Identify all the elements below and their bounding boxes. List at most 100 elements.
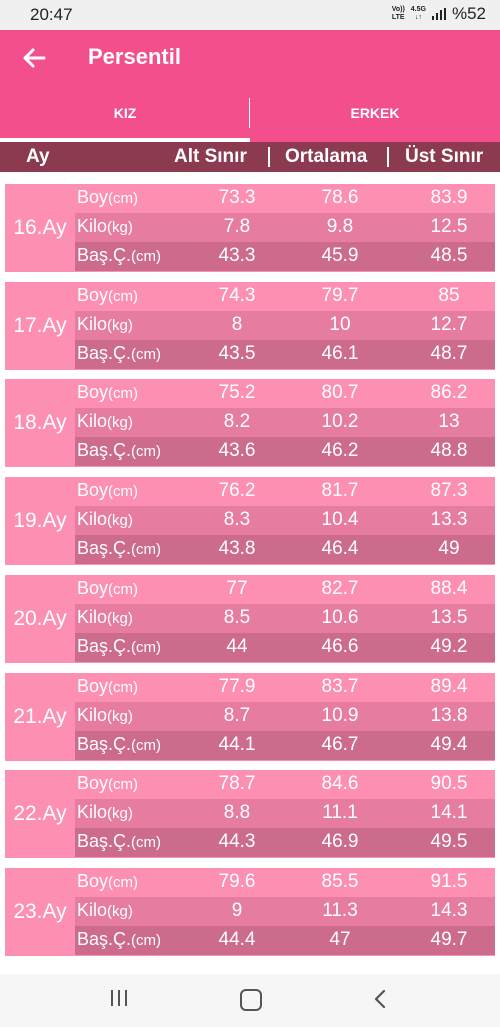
boy-unit: (cm) [108, 483, 139, 500]
ust-sinir-value: 14.3 [430, 900, 468, 921]
tab-kiz[interactable]: KIZ [113, 105, 137, 121]
ust-sinir-value: 48.5 [430, 245, 468, 266]
alt-sinir-value: 8.7 [223, 705, 251, 726]
bas-unit: (cm) [131, 443, 162, 460]
alt-sinir-value: 8.5 [223, 607, 251, 628]
gender-tabs: KIZ ERKEK [0, 84, 500, 142]
bas-row: Baş.Ç.(cm) 43.3 45.9 48.5 [75, 242, 495, 271]
tab-erkek[interactable]: ERKEK [350, 105, 400, 121]
battery-level: %52 [451, 4, 486, 23]
boy-unit: (cm) [108, 385, 139, 402]
bas-row: Baş.Ç.(cm) 44.1 46.7 49.4 [75, 731, 495, 760]
bas-label: Baş.Ç.(cm) [77, 636, 162, 656]
kilo-unit: (kg) [107, 414, 133, 431]
month-label: 23.Ay [13, 900, 67, 923]
boy-unit: (cm) [108, 288, 139, 305]
col-ust-sinir: Üst Sınır [405, 146, 484, 167]
bas-unit: (cm) [131, 932, 162, 949]
kilo-row: Kilo(kg) 9 11.3 14.3 [75, 897, 495, 926]
kilo-label: Kilo(kg) [77, 900, 133, 920]
page-title: Persentil [88, 44, 181, 69]
bas-unit: (cm) [131, 737, 162, 754]
bas-row: Baş.Ç.(cm) 43.5 46.1 48.7 [75, 340, 495, 369]
ust-sinir-value: 49 [438, 538, 460, 559]
ust-sinir-value: 89.4 [430, 676, 468, 697]
month-block: 19.Ay Boy(cm) 76.2 81.7 87.3 Kilo(kg) 8.3 10.4 1… [5, 477, 495, 565]
recent-apps-icon[interactable] [111, 990, 127, 1006]
kilo-row: Kilo(kg) 8.7 10.9 13.8 [75, 702, 495, 731]
alt-sinir-value: 8.8 [223, 802, 251, 823]
percentile-list[interactable]: 16.Ay Boy(cm) 73.3 78.6 83.9 Kilo(kg) 7.8 9.8 12… [0, 184, 500, 974]
navigation-bar [0, 974, 500, 1027]
arrow-left-icon[interactable] [18, 42, 50, 74]
kilo-label: Kilo(kg) [77, 314, 133, 334]
kilo-label: Kilo(kg) [77, 411, 133, 431]
boy-row: Boy(cm) 77 82.7 88.4 [75, 575, 495, 604]
ust-sinir-value: 49.5 [430, 831, 468, 852]
kilo-row: Kilo(kg) 8.2 10.2 13 [75, 408, 495, 437]
boy-label: Boy(cm) [77, 578, 139, 598]
alt-sinir-value: 74.3 [218, 285, 256, 306]
ortalama-value: 47 [329, 929, 351, 950]
bas-label: Baş.Ç.(cm) [77, 734, 162, 754]
ust-sinir-value: 88.4 [430, 578, 468, 599]
ortalama-value: 11.3 [322, 900, 358, 921]
bas-unit: (cm) [131, 541, 162, 558]
bas-label: Baş.Ç.(cm) [77, 831, 162, 851]
month-label: 17.Ay [13, 314, 67, 337]
alt-sinir-value: 78.7 [218, 773, 256, 794]
ust-sinir-value: 49.2 [430, 636, 468, 657]
ortalama-value: 79.7 [321, 285, 359, 306]
ust-sinir-value: 91.5 [430, 871, 468, 892]
bas-unit: (cm) [131, 346, 162, 363]
month-label: 19.Ay [13, 509, 67, 532]
ortalama-value: 10.6 [321, 607, 359, 628]
col-ay: Ay [26, 146, 50, 167]
boy-unit: (cm) [108, 874, 139, 891]
ortalama-value: 46.4 [321, 538, 359, 559]
status-time: 20:47 [30, 5, 73, 24]
ust-sinir-value: 49.4 [430, 734, 468, 755]
col-separator [268, 147, 270, 167]
alt-sinir-value: 8.3 [223, 509, 251, 530]
boy-unit: (cm) [108, 776, 139, 793]
boy-row: Boy(cm) 73.3 78.6 83.9 [75, 184, 495, 213]
ortalama-value: 84.6 [321, 773, 359, 794]
status-icons: Vo)) LTE 4.5G ↓↑ %52 [392, 4, 486, 24]
boy-label: Boy(cm) [77, 187, 139, 207]
boy-row: Boy(cm) 77.9 83.7 89.4 [75, 673, 495, 702]
ortalama-value: 82.7 [321, 578, 359, 599]
alt-sinir-value: 79.6 [218, 871, 256, 892]
ortalama-value: 10.9 [321, 705, 359, 726]
network-type: 4.5G ↓↑ [410, 6, 426, 21]
month-label: 16.Ay [13, 216, 67, 239]
kilo-unit: (kg) [107, 317, 133, 334]
kilo-unit: (kg) [107, 610, 133, 627]
home-icon[interactable] [240, 989, 262, 1011]
boy-row: Boy(cm) 74.3 79.7 85 [75, 282, 495, 311]
month-block: 23.Ay Boy(cm) 79.6 85.5 91.5 Kilo(kg) 9 11.3 14.… [5, 868, 495, 956]
ust-sinir-value: 13.8 [430, 705, 468, 726]
boy-row: Boy(cm) 78.7 84.6 90.5 [75, 770, 495, 799]
col-alt-sinir: Alt Sınır [174, 146, 247, 167]
boy-unit: (cm) [108, 581, 139, 598]
ortalama-value: 80.7 [321, 382, 359, 403]
ust-sinir-value: 14.1 [430, 802, 468, 823]
kilo-row: Kilo(kg) 8 10 12.7 [75, 311, 495, 340]
boy-label: Boy(cm) [77, 773, 139, 793]
kilo-row: Kilo(kg) 8.3 10.4 13.3 [75, 506, 495, 535]
kilo-unit: (kg) [107, 708, 133, 725]
bas-label: Baş.Ç.(cm) [77, 440, 162, 460]
nav-back-icon[interactable] [372, 988, 388, 1010]
ortalama-value: 11.1 [322, 802, 358, 823]
kilo-row: Kilo(kg) 8.8 11.1 14.1 [75, 799, 495, 828]
alt-sinir-value: 8.2 [223, 411, 251, 432]
kilo-unit: (kg) [107, 219, 133, 236]
status-bar: 20:47 Vo)) LTE 4.5G ↓↑ %52 [0, 0, 500, 30]
alt-sinir-value: 44.4 [218, 929, 256, 950]
month-label: 20.Ay [13, 607, 67, 630]
month-block: 22.Ay Boy(cm) 78.7 84.6 90.5 Kilo(kg) 8.8 11.1 1… [5, 770, 495, 858]
kilo-row: Kilo(kg) 7.8 9.8 12.5 [75, 213, 495, 242]
tab-divider [249, 98, 250, 128]
alt-sinir-value: 43.8 [218, 538, 256, 559]
